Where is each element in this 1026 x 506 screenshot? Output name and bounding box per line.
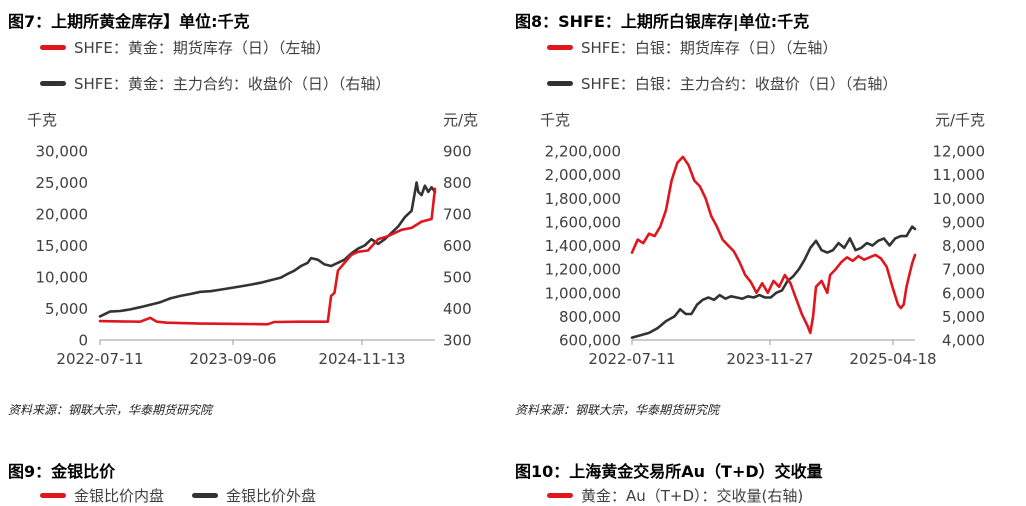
chart-7-left-tick-label: 15,000 bbox=[36, 237, 89, 255]
chart-8-left-tick-label: 1,400,000 bbox=[545, 237, 621, 255]
chart-7-right-tick-label: 500 bbox=[443, 269, 472, 287]
figure-10-legend-row: 黄金：Au（T+D）：交收量(右轴) bbox=[547, 485, 803, 506]
figure-8-source: 资料来源：钢联大宗，华泰期货研究院 bbox=[515, 403, 720, 417]
figure-9-legend-row: 金银比价内盘 金银比价外盘 bbox=[40, 485, 316, 506]
chart-8-left-tick-label: 2,000,000 bbox=[545, 166, 621, 184]
chart-8-right-tick-label: 7,000 bbox=[942, 261, 985, 279]
chart-8-left-tick-label: 1,200,000 bbox=[545, 261, 621, 279]
figure-8-legend-swatch-1 bbox=[547, 45, 573, 50]
chart-8-right-tick-label: 10,000 bbox=[933, 190, 986, 208]
charts-canvas: 千克 元/克 0 5,000 10,000 15,000 20,000 25,000 30,00… bbox=[27, 111, 985, 368]
figure-8-legend-item-1: SHFE：白银：期货库存（日）（左轴） bbox=[547, 37, 837, 58]
chart-8-right-tick-label: 8,000 bbox=[942, 237, 985, 255]
chart-8-left-tick-label: 800,000 bbox=[559, 308, 621, 326]
chart-7-left-tick-label: 30,000 bbox=[36, 143, 89, 161]
figure-7-legend-label-2: SHFE：黄金：主力合约：收盘价（日）（右轴） bbox=[74, 75, 391, 93]
chart-8-x-tick-label: 2025-04-18 bbox=[849, 350, 936, 368]
chart-8-right-tick-label: 5,000 bbox=[942, 308, 985, 326]
figure-7-legend-item-2: SHFE：黄金：主力合约：收盘价（日）（右轴） bbox=[40, 73, 390, 94]
chart-7-series-inventory-line bbox=[98, 187, 437, 326]
figure-9-legend-swatch-2 bbox=[192, 493, 219, 498]
figure-8-legend-label-2: SHFE：白银：主力合约：收盘价（日）（右轴） bbox=[581, 75, 898, 93]
chart-8-left-tick-label: 600,000 bbox=[559, 332, 621, 350]
chart-7-right-tick-label: 400 bbox=[443, 300, 472, 318]
chart-8-right-tick-label: 11,000 bbox=[933, 166, 986, 184]
chart-8-right-tick-label: 6,000 bbox=[942, 284, 985, 302]
chart-8-left-tick-label: 1,000,000 bbox=[545, 284, 621, 302]
chart-7-left-tick-label: 0 bbox=[78, 332, 88, 350]
figure-9-legend-label-1: 金银比价内盘 bbox=[74, 487, 165, 505]
chart-8-right-tick-label: 9,000 bbox=[942, 213, 985, 231]
chart-7-right-tick-label: 900 bbox=[443, 143, 472, 161]
chart-7-x-tick-label: 2023-09-06 bbox=[189, 350, 276, 368]
chart-8-series-inventory-line bbox=[630, 155, 917, 335]
chart-8-series-price-line bbox=[630, 225, 917, 339]
figure-7-source: 资料来源：钢联大宗，华泰期货研究院 bbox=[8, 403, 213, 417]
chart-7-left-tick-label: 25,000 bbox=[36, 174, 89, 192]
figure-8-title: 图8：SHFE：上期所白银库存|单位:千克 bbox=[515, 12, 810, 31]
chart-8-right-tick-label: 4,000 bbox=[942, 332, 985, 350]
figure-7-title: 图7：上期所黄金库存】单位:千克 bbox=[8, 12, 250, 31]
chart-8-x-tick-label: 2023-11-27 bbox=[726, 350, 813, 368]
figure-9-legend-label-2: 金银比价外盘 bbox=[226, 487, 317, 505]
chart-7-left-tick-label: 20,000 bbox=[36, 206, 89, 224]
figure-10-legend-label-1: 黄金：Au（T+D）：交收量(右轴) bbox=[581, 487, 804, 505]
chart-7-right-tick-label: 300 bbox=[443, 332, 472, 350]
chart-8-plot: 千克 元/千克 600,000 800,000 1,000,000 1,200,000 1,… bbox=[540, 111, 985, 368]
chart-8-right-unit: 元/千克 bbox=[935, 111, 985, 129]
chart-7-right-tick-label: 600 bbox=[443, 237, 472, 255]
figure-7-legend-item-1: SHFE：黄金：期货库存（日）（左轴） bbox=[40, 37, 330, 58]
figure-10-legend-swatch-1 bbox=[547, 493, 573, 498]
figure-9-legend-swatch-1 bbox=[40, 493, 66, 498]
chart-8-left-tick-label: 2,200,000 bbox=[545, 143, 621, 161]
chart-7-right-unit: 元/克 bbox=[443, 111, 478, 129]
figure-8-legend-label-1: SHFE：白银：期货库存（日）（左轴） bbox=[581, 39, 838, 57]
figure-10-title: 图10：上海黄金交易所Au（T+D）交收量 bbox=[515, 462, 823, 481]
chart-8-left-tick-label: 1,800,000 bbox=[545, 190, 621, 208]
figure-7-legend-swatch-1 bbox=[40, 45, 66, 50]
chart-8-left-tick-label: 1,600,000 bbox=[545, 213, 621, 231]
chart-7-right-tick-label: 800 bbox=[443, 174, 472, 192]
chart-7-left-unit: 千克 bbox=[27, 111, 57, 129]
chart-7-right-tick-label: 700 bbox=[443, 206, 472, 224]
chart-8-left-unit: 千克 bbox=[540, 111, 570, 129]
figure-7-legend-swatch-2 bbox=[40, 81, 66, 86]
chart-7-x-tick-label: 2022-07-11 bbox=[56, 350, 143, 368]
figure-8-legend-swatch-2 bbox=[547, 81, 573, 86]
figure-8-legend-item-2: SHFE：白银：主力合约：收盘价（日）（右轴） bbox=[547, 73, 897, 94]
chart-7-series-price-line bbox=[98, 181, 437, 318]
figure-7-legend-label-1: SHFE：黄金：期货库存（日）（左轴） bbox=[74, 39, 331, 57]
chart-7-x-tick-label: 2024-11-13 bbox=[318, 350, 405, 368]
chart-7-left-tick-label: 5,000 bbox=[45, 300, 88, 318]
chart-8-right-tick-label: 12,000 bbox=[933, 143, 986, 161]
chart-8-x-tick-label: 2022-07-11 bbox=[588, 350, 675, 368]
chart-7-left-tick-label: 10,000 bbox=[36, 269, 89, 287]
chart-7-plot: 千克 元/克 0 5,000 10,000 15,000 20,000 25,000 30,00… bbox=[27, 111, 478, 368]
figure-9-title: 图9：金银比价 bbox=[8, 462, 116, 481]
